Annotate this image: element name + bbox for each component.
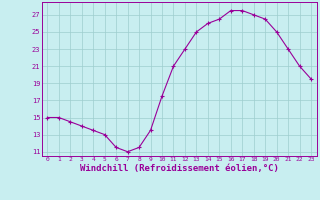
X-axis label: Windchill (Refroidissement éolien,°C): Windchill (Refroidissement éolien,°C) xyxy=(80,164,279,173)
